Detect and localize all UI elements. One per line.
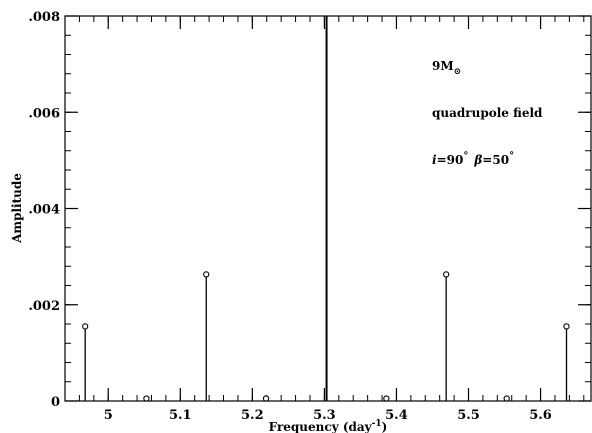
stem-marker [143, 395, 150, 402]
stem-marker [203, 271, 210, 278]
stem-marker [82, 323, 89, 330]
x-axis-title-superscript: -1 [372, 419, 382, 429]
y-tick-label: .006 [28, 106, 60, 121]
stem-marker [262, 395, 270, 402]
annotation-field: quadrupole field [432, 106, 543, 120]
x-tick-label: 5.4 [385, 408, 408, 423]
y-axis-title: Amplitude [10, 173, 24, 244]
x-tick-label: 5.3 [313, 408, 336, 423]
x-tick-label: 5.6 [529, 408, 552, 423]
y-tick-label: .002 [28, 299, 60, 314]
annotation-angles: i=90° β=50° [432, 151, 514, 167]
y-tick-label: 0 [51, 395, 60, 410]
degree-symbol: ° [463, 151, 468, 162]
stem-marker [503, 395, 510, 402]
stem-marker [563, 323, 570, 330]
degree-symbol: ° [509, 151, 514, 162]
sun-symbol: ⊙ [454, 67, 462, 77]
y-tick-label: .008 [28, 10, 60, 25]
x-tick-label: 5.2 [241, 408, 264, 423]
annotation-mass: 9M⊙ [432, 59, 461, 77]
x-axis-title: Frequency (day-1) [269, 419, 388, 433]
x-tick-label: 5.5 [457, 408, 480, 423]
axis-ticks [64, 15, 591, 402]
x-tick-label: 5.1 [169, 408, 192, 423]
stem-marker [383, 395, 390, 402]
x-tick-label: 5 [104, 408, 113, 423]
data-stems [82, 16, 570, 402]
x-tick-labels: 5 5.1 5.2 5.3 5.4 5.5 5.6 [104, 408, 552, 423]
stem-marker [443, 271, 450, 278]
plot-frame [64, 15, 592, 402]
y-tick-label: .004 [28, 203, 60, 218]
y-tick-labels: 0 .002 .004 .006 .008 [28, 10, 60, 410]
